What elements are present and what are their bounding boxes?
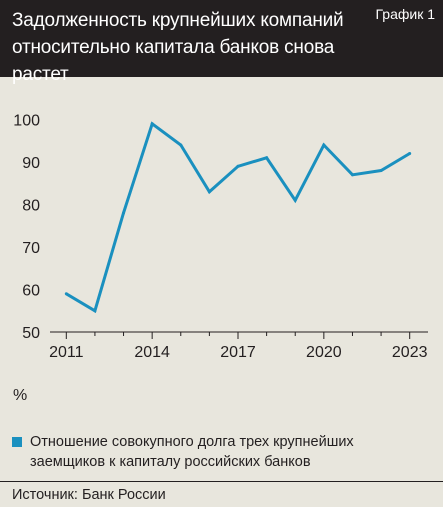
data-point <box>207 190 211 194</box>
data-point <box>322 143 326 147</box>
legend-label: Отношение совокупного долга трех крупней… <box>30 434 354 470</box>
data-point <box>179 143 183 147</box>
data-point <box>293 198 297 202</box>
y-tick-label: 70 <box>22 240 40 257</box>
y-tick-label: 100 <box>13 113 40 130</box>
y-tick-label: 50 <box>22 325 40 342</box>
y-tick-label: 90 <box>22 155 40 172</box>
x-tick-label: 2020 <box>306 344 342 361</box>
data-point <box>236 164 240 168</box>
data-point <box>122 211 126 215</box>
data-point <box>150 122 154 126</box>
legend-swatch <box>12 437 22 447</box>
y-tick-label: 80 <box>22 198 40 215</box>
chart-title: Задолженность крупнейших компаний относи… <box>12 10 344 85</box>
chart-number-label: График 1 <box>375 6 435 22</box>
x-tick-label: 2014 <box>134 344 170 361</box>
series-line <box>65 121 411 314</box>
x-tick-label: 2023 <box>392 344 428 361</box>
y-tick-label: 60 <box>22 283 40 300</box>
data-point <box>379 169 383 172</box>
y-unit-label: % <box>13 387 27 404</box>
chart-header: Задолженность крупнейших компаний относи… <box>0 0 443 85</box>
x-tick-label: 2017 <box>220 344 256 361</box>
chart-series <box>64 121 412 314</box>
chart-axes: 50 60 70 80 90 100 2011 2014 2017 2020 2023% <box>13 113 428 404</box>
source-note: Источник: Банк России <box>12 487 166 503</box>
data-point <box>408 152 412 155</box>
chart-svg: 50 60 70 80 90 100 2011 2014 2017 2020 2023% <box>13 113 428 404</box>
data-point <box>93 309 97 313</box>
source-divider <box>0 481 443 482</box>
line-chart: 50 60 70 80 90 100 2011 2014 2017 2020 2023% <box>0 77 443 417</box>
data-point <box>350 173 354 177</box>
data-point <box>265 156 269 160</box>
data-point <box>64 292 68 296</box>
x-tick-label: 2011 <box>49 344 84 361</box>
